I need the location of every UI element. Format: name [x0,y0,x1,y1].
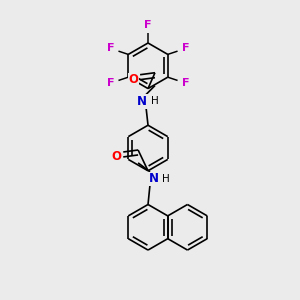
Text: O: O [111,150,121,164]
Text: H: H [151,97,159,106]
Text: F: F [107,78,114,88]
Text: N: N [137,95,147,108]
Text: O: O [128,73,138,86]
Text: F: F [144,20,152,30]
Text: F: F [182,44,189,53]
Text: F: F [107,44,114,53]
Text: H: H [162,174,170,184]
Text: N: N [149,172,159,185]
Text: F: F [182,78,189,88]
